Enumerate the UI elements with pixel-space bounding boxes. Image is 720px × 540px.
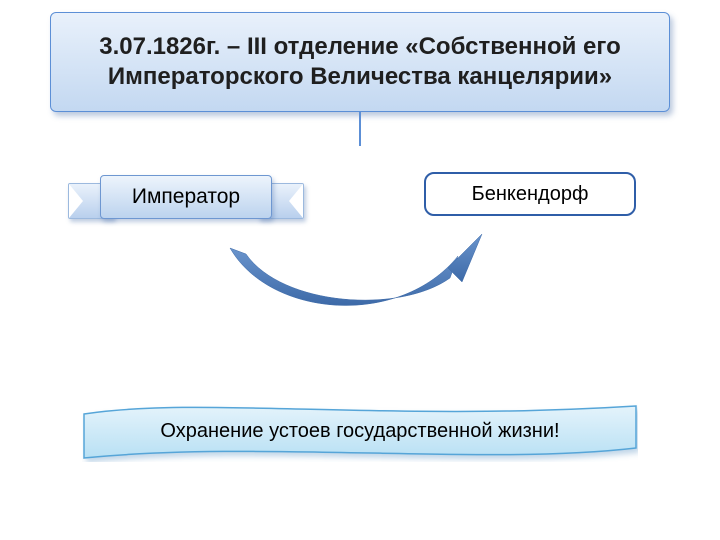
wave-banner: Охранение устоев государственной жизни!	[82, 400, 638, 462]
title-text: 3.07.1826г. – III отделение «Собственной…	[69, 32, 651, 92]
ribbon-center: Император	[100, 175, 272, 219]
ribbon-label: Император	[132, 185, 240, 209]
plainbox-label: Бенкендорф	[472, 183, 589, 206]
connector-line	[359, 112, 361, 146]
curved-arrow	[210, 218, 490, 338]
title-box: 3.07.1826г. – III отделение «Собственной…	[50, 12, 670, 112]
name-box-benkendorf: Бенкендорф	[424, 172, 636, 216]
wave-label: Охранение устоев государственной жизни!	[160, 420, 559, 443]
ribbon-emperor: Император	[100, 175, 272, 219]
